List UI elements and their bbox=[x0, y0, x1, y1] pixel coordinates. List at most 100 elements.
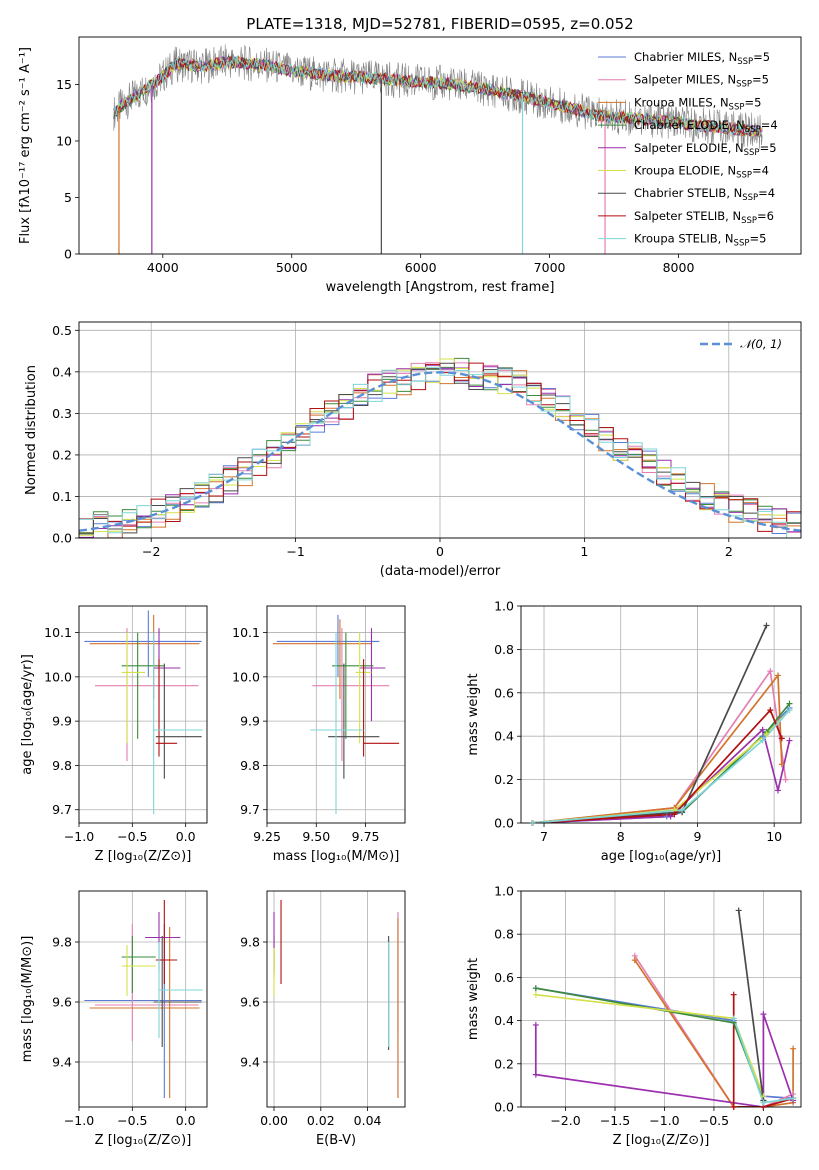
gaussian-curve bbox=[79, 371, 801, 532]
axes-frame bbox=[266, 605, 406, 824]
x-tick-label: 9 bbox=[693, 829, 701, 844]
y-tick-label: 1.0 bbox=[494, 884, 514, 899]
weight-line bbox=[532, 625, 768, 823]
y-tick-label: 0.2 bbox=[52, 447, 72, 462]
x-axis-label: Z [log₁₀(Z/Z⊙)] bbox=[95, 849, 192, 864]
y-axis-label: mass weight bbox=[466, 673, 481, 755]
panel-weight-vs-age: 7 8 9 10 0.0 0.2 0.4 0.6 0.8 1.0 age [log₁₀(age/yr… bbox=[466, 599, 802, 864]
y-tick-label: 9.8 bbox=[240, 935, 260, 950]
axes-frame bbox=[266, 890, 406, 1108]
x-tick-label: −0.5 bbox=[117, 829, 147, 844]
y-tick-label: 0.0 bbox=[494, 816, 514, 831]
y-tick-label: 0.6 bbox=[494, 970, 514, 985]
y-axis-label: Normed distribution bbox=[24, 365, 39, 495]
x-tick-label: 0.04 bbox=[354, 1113, 382, 1128]
legend-label: Salpeter ELODIE, NSSP=5 bbox=[634, 141, 777, 158]
weight-marker bbox=[778, 735, 785, 742]
panel-mass-vs-Z: −1.0 −0.5 0.0 9.4 9.6 9.8 Z [log₁₀(Z/Z⊙)] mass … bbox=[20, 890, 208, 1148]
weight-marker bbox=[730, 1015, 737, 1022]
weight-marker bbox=[532, 1021, 539, 1028]
x-tick-label: 9.25 bbox=[253, 829, 281, 844]
weight-line bbox=[532, 668, 787, 823]
y-tick-label: 0.0 bbox=[494, 1100, 514, 1115]
legend-label: Kroupa MILES, NSSP=5 bbox=[634, 95, 761, 112]
y-tick-label: 0.5 bbox=[52, 323, 72, 338]
weight-line bbox=[534, 1013, 794, 1107]
y-tick-label: 9.4 bbox=[240, 1055, 260, 1070]
weight-marker bbox=[667, 813, 674, 820]
y-tick-label: 0.6 bbox=[494, 685, 514, 700]
weight-line bbox=[532, 709, 791, 823]
y-tick-label: 9.8 bbox=[240, 758, 260, 773]
x-tick-label: −2 bbox=[142, 544, 160, 559]
y-tick-label: 9.7 bbox=[52, 802, 72, 817]
y-tick-label: 9.4 bbox=[52, 1055, 72, 1070]
weight-marker bbox=[532, 985, 539, 992]
weight-marker bbox=[529, 820, 536, 826]
axes-frame bbox=[78, 605, 208, 824]
y-tick-label: 15 bbox=[56, 77, 72, 92]
weight-line bbox=[532, 709, 791, 823]
weight-marker bbox=[786, 737, 793, 744]
x-tick-label: 0.0 bbox=[176, 829, 196, 844]
weight-marker bbox=[735, 907, 742, 914]
x-tick-label: 8 bbox=[617, 829, 625, 844]
axes-frame bbox=[78, 890, 208, 1108]
x-tick-label: 9.75 bbox=[352, 829, 380, 844]
panel-residuals: −2 −1 0 1 2 0.0 0.1 0.2 0.3 0.4 0.5 (data-model)/er… bbox=[24, 321, 802, 579]
axes-frame bbox=[78, 321, 802, 539]
plot-area bbox=[79, 357, 801, 538]
y-tick-label: 0.4 bbox=[494, 1013, 514, 1028]
x-axis-label: mass [log₁₀(M/M⊙)] bbox=[273, 849, 400, 864]
model-spectrum bbox=[113, 55, 763, 138]
panel-mass-vs-EBV: 0.00 0.02 0.04 9.4 9.6 9.8 E(B-V) bbox=[240, 890, 406, 1148]
x-tick-label: 0 bbox=[436, 544, 444, 559]
x-tick-label: −0.5 bbox=[699, 1113, 729, 1128]
y-tick-label: 1.0 bbox=[494, 599, 514, 614]
x-tick-label: −1.0 bbox=[64, 829, 94, 844]
x-tick-label: 8000 bbox=[663, 260, 695, 275]
weight-marker bbox=[679, 806, 686, 813]
weight-marker bbox=[786, 707, 793, 714]
y-tick-label: 10.0 bbox=[232, 669, 260, 684]
axes-frame bbox=[520, 890, 802, 1108]
x-axis-label: E(B-V) bbox=[316, 1133, 356, 1148]
y-tick-label: 9.6 bbox=[240, 995, 260, 1010]
y-tick-label: 9.8 bbox=[52, 935, 72, 950]
plot-area bbox=[272, 614, 400, 815]
y-tick-label: 0.8 bbox=[494, 927, 514, 942]
weight-marker bbox=[790, 1045, 797, 1052]
x-tick-label: 5000 bbox=[276, 260, 308, 275]
figure-title: PLATE=1318, MJD=52781, FIBERID=0595, z=0… bbox=[246, 15, 633, 33]
panel-spectrum: 4000 5000 6000 7000 8000 0 5 10 15 wavelength [An… bbox=[18, 36, 802, 295]
weight-line bbox=[532, 708, 783, 823]
x-tick-label: −1.5 bbox=[600, 1113, 630, 1128]
weight-marker bbox=[730, 1104, 737, 1110]
panel-weight-vs-Z: −2.0 −1.5 −1.0 −0.5 0.0 0.0 0.2 0.4 0.6 0.8 1.0 Z [… bbox=[466, 884, 802, 1148]
legend: Chabrier MILES, NSSP=5 Salpeter MILES, NS… bbox=[598, 50, 778, 249]
y-tick-label: 0.1 bbox=[52, 489, 72, 504]
weight-marker bbox=[763, 731, 770, 738]
weight-marker bbox=[774, 787, 781, 794]
weight-marker bbox=[763, 622, 770, 629]
weight-marker bbox=[759, 737, 766, 744]
y-tick-label: 9.7 bbox=[240, 802, 260, 817]
x-tick-label: −1.0 bbox=[649, 1113, 679, 1128]
y-tick-label: 9.9 bbox=[240, 714, 260, 729]
weight-marker bbox=[532, 1071, 539, 1078]
y-axis-label: mass [log₁₀(M/M⊙)] bbox=[20, 936, 35, 1063]
x-axis-label: Z [log₁₀(Z/Z⊙)] bbox=[95, 1133, 192, 1148]
x-axis-label: wavelength [Angstrom, rest frame] bbox=[326, 280, 555, 295]
weight-line bbox=[535, 987, 765, 1101]
weight-line bbox=[532, 703, 791, 823]
y-tick-label: 0.0 bbox=[52, 531, 72, 546]
panel-age-vs-mass: 9.25 9.50 9.75 9.7 9.8 9.9 10.0 10.1 mass [log₁₀… bbox=[232, 605, 406, 864]
x-tick-label: −2.0 bbox=[550, 1113, 580, 1128]
y-tick-label: 9.9 bbox=[52, 714, 72, 729]
weight-line bbox=[532, 673, 783, 823]
weight-marker bbox=[631, 957, 638, 964]
x-tick-label: −0.5 bbox=[117, 1113, 147, 1128]
x-tick-label: −1 bbox=[286, 544, 304, 559]
x-axis-label: age [log₁₀(age/yr)] bbox=[601, 849, 722, 864]
weight-marker bbox=[671, 811, 678, 818]
